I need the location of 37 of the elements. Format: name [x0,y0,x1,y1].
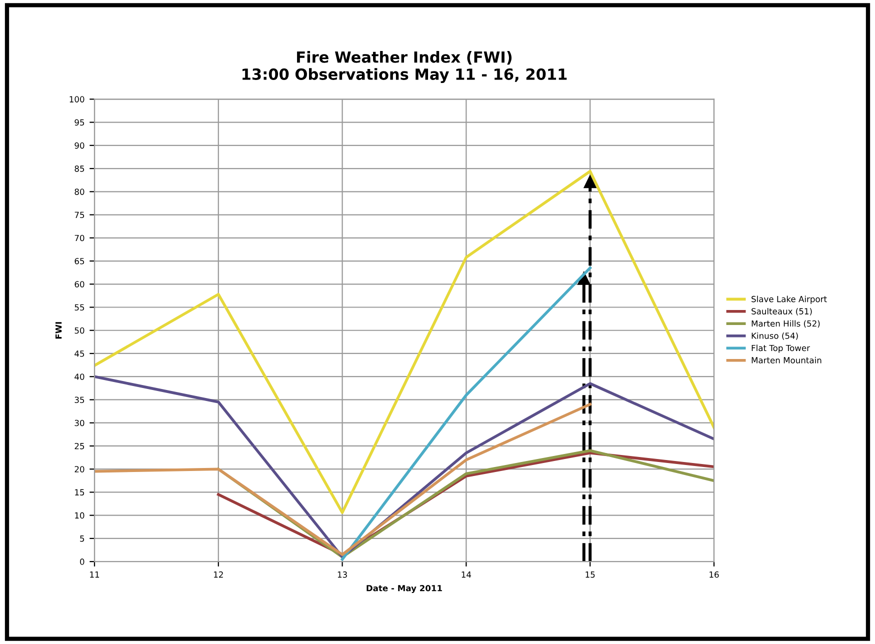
y-tick-label: 70 [74,234,84,242]
chart-title: Fire Weather Index (FWI) 13:00 Observations May 11 - 16, 2011 [242,51,567,84]
x-tick-label: 12 [214,571,223,578]
legend-label: Marten Hills (52) [752,320,820,328]
y-tick-label: 45 [74,350,84,357]
y-axis-title: FWI [56,322,62,339]
legend-label: Flat Top Tower [752,344,810,353]
y-tick-label: 25 [74,442,84,450]
y-tick-label: 30 [74,420,84,426]
y-tick-label: 85 [74,166,84,172]
y-tick-label: 35 [74,396,84,404]
legend-label: Kinuso (54) [752,332,798,340]
x-tick-label: 13 [338,571,347,578]
y-tick-label: 65 [74,258,84,264]
y-tick-label: 20 [74,466,84,472]
y-tick-label: 15 [75,489,84,496]
y-tick-label: 50 [74,327,84,334]
x-axis-title: Date - May 2011 [366,584,442,593]
y-tick-label: 60 [74,281,84,288]
y-tick-label: 55 [74,304,84,311]
line-series [94,170,714,514]
legend-label: Marten Mountain [752,356,822,364]
y-tick-label: 95 [74,119,84,126]
y-tick-label: 75 [74,212,84,218]
y-tick-label: 100 [70,96,84,102]
y-tick-label: 80 [74,188,84,195]
y-tick-label: 0 [80,558,84,565]
x-tick-label: 11 [90,572,100,578]
y-tick-label: 90 [74,142,84,149]
legend-label: Saulteaux (51) [752,308,812,316]
y-tick-label: 5 [80,536,84,542]
x-tick-label: 15 [586,572,595,578]
y-tick-label: 40 [74,374,84,380]
legend-label: Slave Lake Airport [752,296,827,304]
x-tick-label: 14 [462,572,472,578]
x-tick-label: 16 [710,571,719,578]
y-tick-label: 10 [75,512,84,519]
